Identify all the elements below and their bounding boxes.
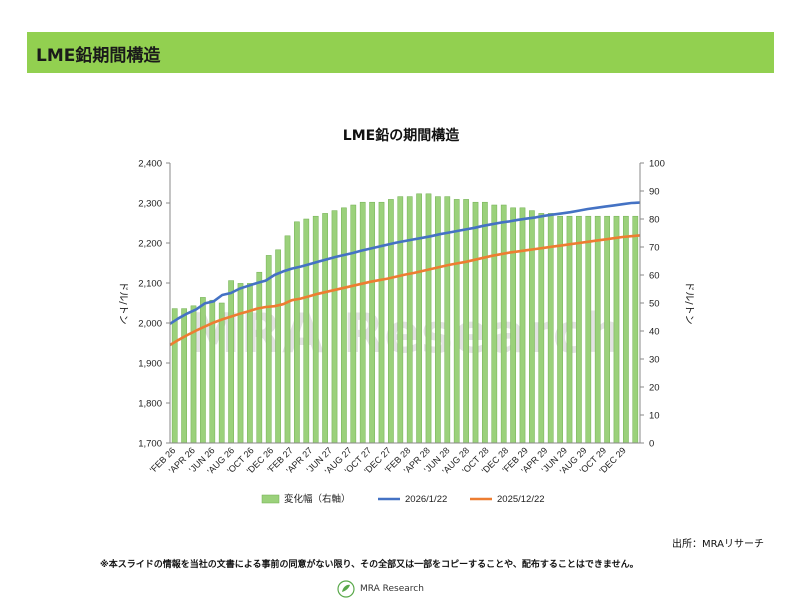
y2-axis-title: ドル/トン — [683, 281, 694, 324]
bar — [322, 213, 328, 444]
page-title: LME鉛期間構造 — [36, 46, 161, 66]
bar — [416, 193, 422, 444]
bar — [359, 201, 366, 444]
y2-tick-label: 100 — [649, 159, 665, 170]
bar — [190, 305, 197, 444]
bar — [632, 215, 639, 444]
bar — [557, 215, 563, 444]
bar — [388, 199, 394, 444]
bar — [294, 221, 300, 444]
bar — [529, 210, 535, 444]
bar — [247, 283, 253, 444]
footer-logo: MRA Research — [337, 580, 424, 598]
y-tick-label: 2,400 — [138, 159, 162, 170]
bar — [350, 204, 357, 444]
bar — [585, 215, 592, 444]
y2-tick-label: 50 — [649, 299, 660, 310]
bar — [171, 308, 178, 444]
copyright-notice: ※本スライドの情報を当社の文書による事前の同意がない限り、その全部又は一部をコピ… — [100, 560, 639, 570]
bar — [378, 201, 385, 444]
bar — [491, 204, 498, 444]
bar — [406, 196, 413, 444]
y2-tick-label: 40 — [649, 327, 660, 338]
bar — [200, 297, 206, 444]
y2-tick-label: 70 — [649, 243, 660, 254]
source-note: 出所：MRAリサーチ — [671, 539, 764, 550]
bar — [303, 218, 310, 444]
bar — [463, 199, 469, 444]
y2-tick-label: 0 — [649, 439, 654, 450]
y-tick-label: 2,200 — [138, 239, 162, 250]
series-line-2 — [169, 234, 641, 347]
y-tick-label: 2,300 — [138, 199, 162, 210]
y2-tick-label: 20 — [649, 383, 660, 394]
bar — [566, 215, 573, 444]
bar — [275, 249, 281, 444]
bar — [218, 302, 225, 444]
bar — [472, 201, 479, 444]
bar — [576, 215, 582, 444]
bar — [453, 199, 460, 444]
bar — [369, 201, 375, 444]
y2-tick-label: 90 — [649, 187, 660, 198]
page-header: LME鉛期間構造 — [27, 32, 774, 73]
bar — [604, 215, 610, 444]
y2-tick-label: 60 — [649, 271, 660, 282]
y2-tick-label: 80 — [649, 215, 660, 226]
bar — [228, 280, 234, 444]
bar — [284, 235, 291, 444]
legend-label-line-1: 2026/1/22 — [405, 494, 447, 505]
bar — [331, 210, 338, 444]
y2-tick-label: 30 — [649, 355, 660, 366]
y-axis-title: ドル/トン — [117, 281, 128, 324]
chart-title: LME鉛の期間構造 — [343, 127, 459, 144]
series-line-1 — [169, 201, 641, 325]
bar — [256, 271, 263, 444]
mra-logo-icon — [337, 580, 355, 598]
bar — [425, 193, 432, 444]
legend-label-bar: 変化幅（右軸） — [284, 493, 351, 505]
bar — [613, 215, 620, 444]
bar — [510, 207, 516, 444]
bar — [237, 283, 244, 444]
y-tick-label: 1,800 — [138, 399, 162, 410]
y-tick-label: 2,100 — [138, 279, 162, 290]
bar — [594, 215, 601, 444]
legend-swatch-bar — [261, 494, 280, 504]
y-tick-label: 1,900 — [138, 359, 162, 370]
y2-tick-label: 10 — [649, 411, 660, 422]
bar — [312, 215, 319, 444]
bar — [265, 255, 272, 444]
bar — [623, 215, 629, 444]
y-tick-label: 2,000 — [138, 319, 162, 330]
bar — [482, 201, 488, 444]
bar — [181, 308, 187, 444]
footer-logo-text: MRA Research — [360, 584, 424, 594]
y-tick-label: 1,700 — [138, 439, 162, 450]
legend-label-line-2: 2025/12/22 — [497, 494, 545, 505]
bar — [500, 204, 507, 444]
bar — [397, 196, 404, 444]
bar — [519, 207, 526, 444]
bar — [341, 207, 347, 444]
